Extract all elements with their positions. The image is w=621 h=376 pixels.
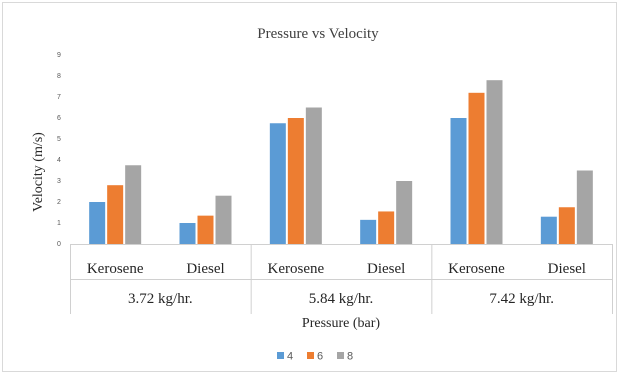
y-tick-label: 4 [57, 157, 61, 164]
bar [576, 170, 593, 244]
bar [215, 195, 232, 244]
y-tick-label: 9 [57, 52, 61, 59]
bar [540, 216, 557, 244]
legend-label: 6 [317, 351, 323, 363]
y-tick-labels: 0 1 2 3 4 5 6 7 8 9 [57, 52, 61, 248]
group-label: 3.72 kg/hr. [128, 291, 193, 307]
category-label: Kerosene [268, 261, 325, 277]
bar [378, 211, 395, 244]
y-tick-label: 7 [57, 94, 61, 101]
y-tick-label: 3 [57, 178, 61, 185]
legend-label: 8 [347, 351, 353, 363]
bar [305, 107, 322, 244]
x-axis-label: Pressure (bar) [302, 316, 380, 331]
group-label: 5.84 kg/hr. [309, 291, 374, 307]
bars [89, 80, 593, 244]
bar [197, 215, 214, 244]
category-label: Kerosene [87, 261, 144, 277]
y-tick-label: 0 [57, 241, 61, 248]
category-axis-lines [70, 244, 613, 314]
bar [486, 80, 503, 244]
bar [396, 181, 413, 244]
category-labels: Kerosene Diesel Kerosene Diesel Kerosene Dies… [87, 261, 586, 277]
y-tick-label: 6 [57, 115, 61, 122]
bar [287, 118, 304, 244]
legend-label: 4 [287, 351, 293, 363]
y-tick-label: 1 [57, 220, 61, 227]
category-label: Kerosene [448, 261, 505, 277]
legend-swatch [337, 352, 344, 359]
y-tick-label: 8 [57, 73, 61, 80]
category-label: Diesel [186, 261, 224, 277]
bar [179, 223, 196, 244]
bar [89, 202, 106, 244]
bar [125, 165, 142, 244]
bar [450, 118, 467, 244]
y-tick-label: 2 [57, 199, 61, 206]
bar [107, 185, 124, 244]
category-label: Diesel [548, 261, 586, 277]
y-axis-label: Velocity (m/s) [31, 132, 46, 212]
legend-swatch [277, 352, 284, 359]
group-label: 7.42 kg/hr. [489, 291, 554, 307]
category-label: Diesel [367, 261, 405, 277]
group-labels: 3.72 kg/hr. 5.84 kg/hr. 7.42 kg/hr. [128, 291, 554, 307]
bar [360, 219, 377, 244]
legend-swatch [307, 352, 314, 359]
bar [269, 123, 286, 244]
legend: 4 6 8 [277, 351, 353, 363]
y-tick-label: 5 [57, 136, 61, 143]
bar [558, 207, 575, 244]
bar [468, 92, 485, 244]
chart-title: Pressure vs Velocity [257, 26, 379, 42]
